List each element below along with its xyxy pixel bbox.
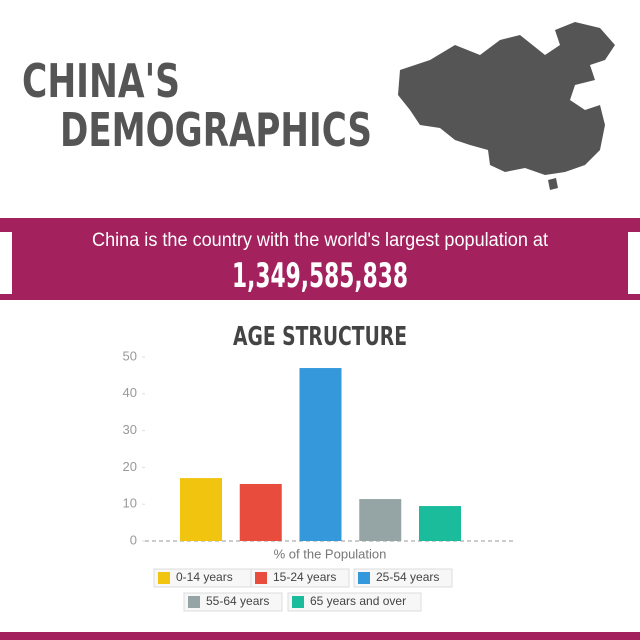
banner-notch	[628, 232, 640, 294]
y-tick-label: 0	[130, 532, 137, 547]
legend-label: 65 years and over	[310, 594, 406, 608]
y-tick-label: 40	[123, 385, 137, 400]
title-line: CHINA'S	[22, 54, 180, 108]
population: 1,349,585,838	[232, 256, 408, 296]
footer-bar	[0, 632, 640, 640]
legend-label: 55-64 years	[206, 594, 269, 608]
bar	[299, 368, 342, 541]
legend-frame	[250, 568, 350, 588]
y-tick-label: 10	[123, 496, 137, 511]
legend-frame	[183, 592, 283, 612]
bar	[359, 499, 402, 541]
legend-label: 0-14 years	[176, 570, 233, 584]
legend-label: 25-54 years	[376, 570, 439, 584]
title-line: DEMOGRAPHICS	[60, 103, 372, 157]
legend-frame	[287, 592, 422, 612]
y-tick-label: 30	[123, 422, 137, 437]
legend-swatch	[292, 596, 304, 608]
banner-notch	[0, 232, 12, 294]
y-tick-label: 50	[123, 348, 137, 363]
bar	[180, 478, 222, 541]
legend-swatch	[255, 572, 267, 584]
banner-text: China is the country with the world's la…	[92, 230, 549, 251]
x-axis-label: % of the Population	[274, 546, 387, 561]
legend-label: 15-24 years	[273, 570, 336, 584]
bar	[419, 506, 461, 541]
china-map	[398, 22, 615, 190]
legend-swatch	[158, 572, 170, 584]
legend-frame	[353, 568, 453, 588]
banner	[0, 218, 640, 300]
bar	[239, 483, 282, 541]
chart-title: AGE STRUCTURE	[233, 322, 407, 352]
legend-swatch	[358, 572, 370, 584]
legend-swatch	[188, 596, 200, 608]
y-tick-label: 20	[123, 459, 137, 474]
